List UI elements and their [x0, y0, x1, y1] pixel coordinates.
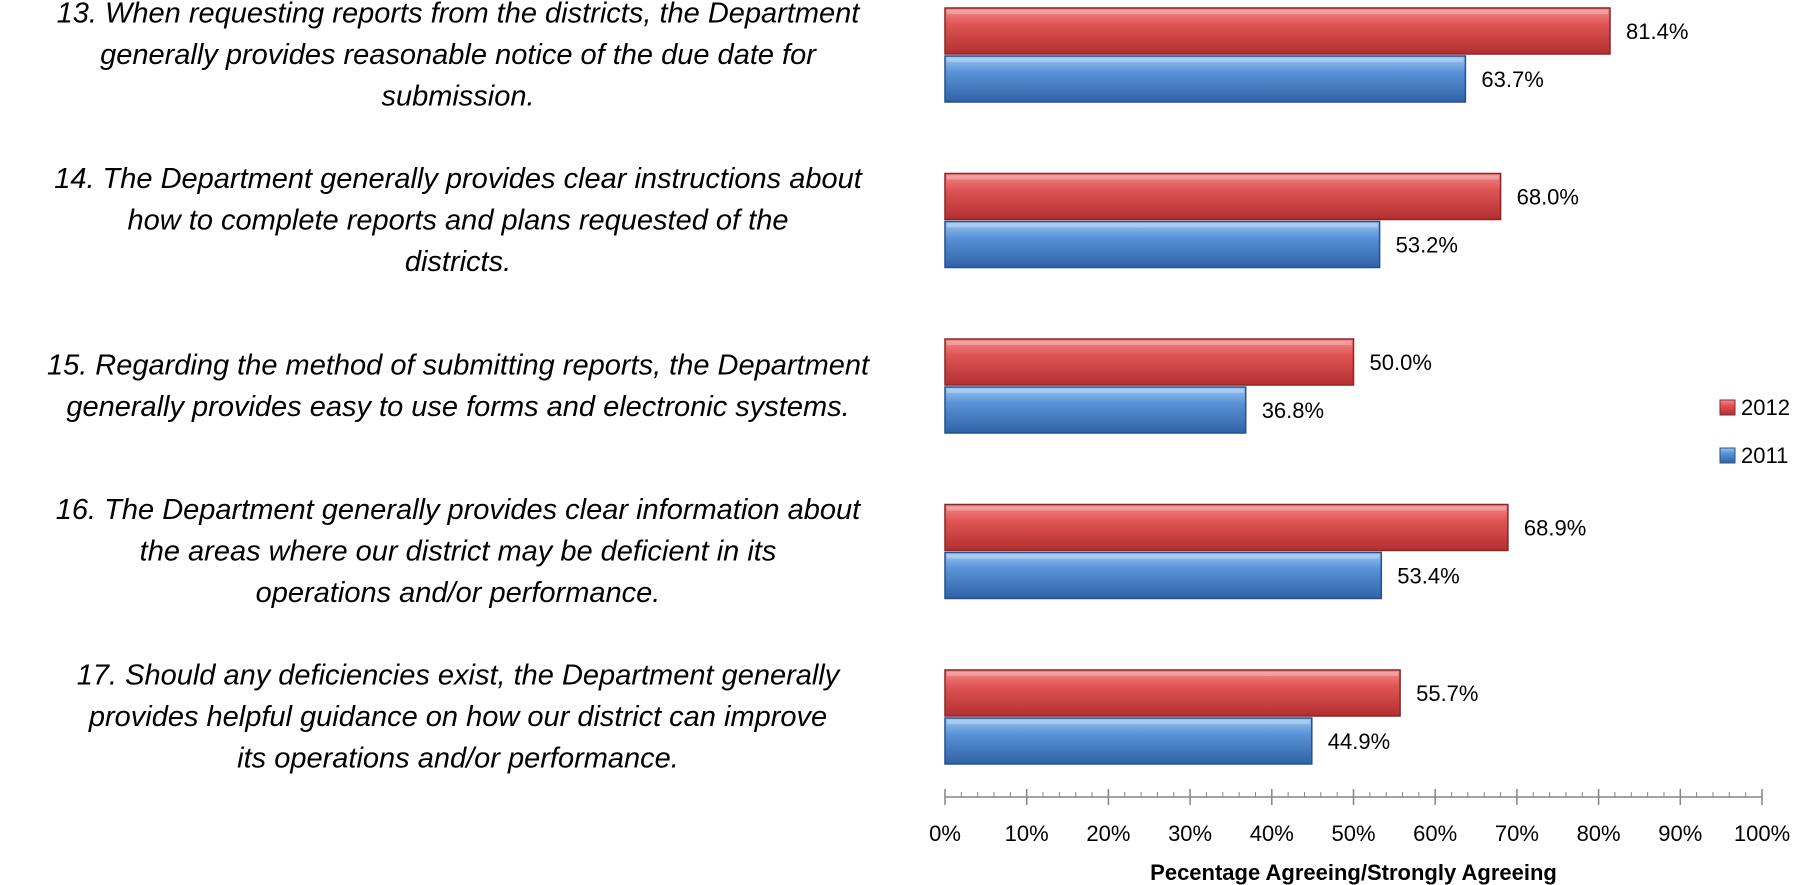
x-axis-title: Pecentage Agreeing/Strongly Agreeing [1150, 860, 1557, 885]
legend-label: 2011 [1741, 443, 1788, 468]
legend-swatch-2011 [1719, 447, 1736, 464]
legend: 2012 2011 [1719, 395, 1790, 468]
bar-highlight [947, 223, 1378, 228]
bar-2012 [944, 503, 1509, 552]
category-label: 17. Should any deficiencies exist, the D… [77, 660, 841, 775]
bar-2012 [944, 7, 1611, 55]
category-label: 13. When requesting reports from the dis… [57, 0, 862, 113]
bar-2012 [944, 172, 1502, 221]
category-label-line: how to complete reports and plans reques… [128, 205, 789, 237]
data-label: 44.9% [1328, 729, 1390, 754]
bar-2012 [944, 338, 1355, 386]
x-tick-label: 90% [1658, 821, 1702, 846]
data-label: 50.0% [1370, 350, 1432, 375]
category-label-line: submission. [381, 81, 534, 113]
category-label-line: 13. When requesting reports from the dis… [57, 0, 862, 30]
bar-highlight [947, 554, 1380, 559]
category-label: 16. The Department generally provides cl… [56, 494, 862, 609]
data-label: 55.7% [1416, 681, 1478, 706]
category-label: 15. Regarding the method of submitting r… [47, 349, 871, 423]
bar-highlight [947, 672, 1399, 676]
category-label-line: its operations and/or performance. [237, 743, 679, 775]
category-label-line: 15. Regarding the method of submitting r… [47, 349, 871, 381]
x-tick-label: 60% [1413, 821, 1457, 846]
category-label-line: the areas where our district may be defi… [140, 536, 777, 568]
x-tick-label: 20% [1086, 821, 1130, 846]
category-label-line: 14. The Department generally provides cl… [54, 163, 864, 195]
bar-2012 [944, 669, 1401, 717]
category-label-line: provides helpful guidance on how our dis… [88, 701, 827, 733]
category-label-line: operations and/or performance. [256, 577, 661, 609]
data-label: 81.4% [1626, 19, 1688, 44]
category-label-line: 16. The Department generally provides cl… [56, 494, 862, 526]
legend-swatch-2012 [1719, 399, 1736, 416]
category-label-line: districts. [405, 246, 511, 278]
x-axis: 0% 10% 20% 30% 40% 50% 60% 70% 80% 90% 100% Pecenta… [929, 789, 1790, 885]
bar-highlight [947, 341, 1352, 345]
data-label: 63.7% [1481, 67, 1543, 92]
category-label: 14. The Department generally provides cl… [54, 163, 864, 278]
bar-2011 [944, 551, 1383, 600]
bar-highlight [947, 10, 1608, 14]
x-tick-label: 80% [1577, 821, 1621, 846]
x-tick-label: 0% [929, 821, 961, 846]
category-label-line: generally provides reasonable notice of … [100, 39, 817, 71]
bar-2011 [944, 55, 1467, 103]
bar-2011 [944, 717, 1313, 765]
x-tick-label: 40% [1250, 821, 1294, 846]
category-label-line: generally provides easy to use forms and… [66, 391, 849, 423]
data-label: 68.0% [1517, 185, 1579, 210]
bars: 81.4% 63.7% 68.0% 53.2% 50.0% 36.8% 68.9% 53.4%… [944, 7, 1688, 765]
bar-highlight [947, 506, 1506, 511]
category-label-line: 17. Should any deficiencies exist, the D… [77, 660, 841, 692]
bar-highlight [947, 720, 1310, 724]
bar-highlight [947, 389, 1244, 393]
data-label: 53.2% [1396, 233, 1458, 258]
bar-2011 [944, 220, 1381, 269]
x-tick-label: 100% [1734, 821, 1790, 846]
x-tick-label: 50% [1331, 821, 1375, 846]
legend-label: 2012 [1741, 395, 1790, 420]
bar-highlight [947, 58, 1464, 62]
x-tick-label: 30% [1168, 821, 1212, 846]
bar-highlight [947, 175, 1499, 180]
data-label: 53.4% [1397, 564, 1459, 589]
x-tick-label: 70% [1495, 821, 1539, 846]
category-labels: 13. When requesting reports from the dis… [47, 0, 871, 775]
x-tick-label: 10% [1005, 821, 1049, 846]
data-label: 68.9% [1524, 516, 1586, 541]
data-label: 36.8% [1262, 398, 1324, 423]
bar-2011 [944, 386, 1247, 434]
